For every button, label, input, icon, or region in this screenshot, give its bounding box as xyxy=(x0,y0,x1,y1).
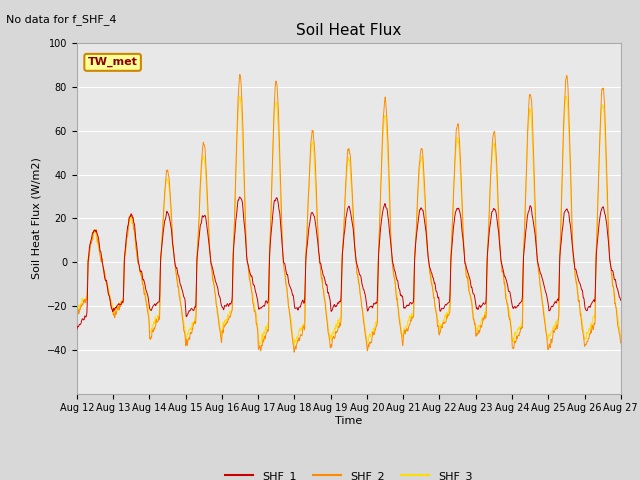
Y-axis label: Soil Heat Flux (W/m2): Soil Heat Flux (W/m2) xyxy=(31,157,41,279)
Legend: SHF_1, SHF_2, SHF_3: SHF_1, SHF_2, SHF_3 xyxy=(221,467,477,480)
Title: Soil Heat Flux: Soil Heat Flux xyxy=(296,23,401,38)
Text: No data for f_SHF_4: No data for f_SHF_4 xyxy=(6,14,117,25)
X-axis label: Time: Time xyxy=(335,416,362,426)
Text: TW_met: TW_met xyxy=(88,57,138,68)
